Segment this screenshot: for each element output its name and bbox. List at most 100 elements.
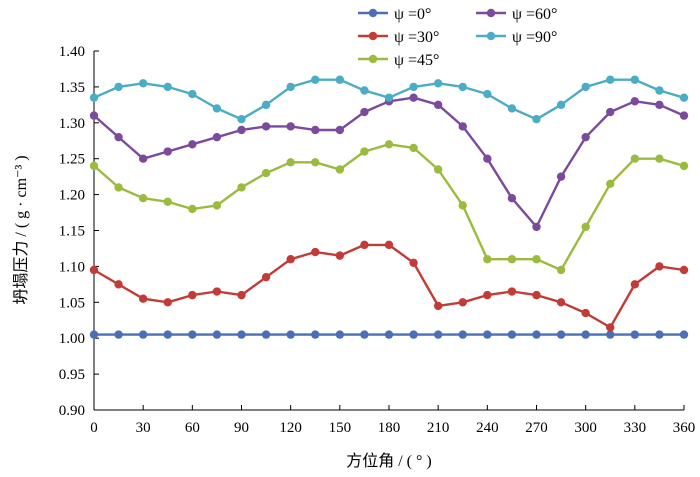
x-tick-label: 210 bbox=[427, 420, 450, 436]
data-point bbox=[360, 107, 369, 117]
data-point bbox=[360, 86, 369, 95]
data-point bbox=[433, 79, 443, 88]
y-axis-label: 坍塌压力 / ( g · cm⁻³ ) bbox=[12, 155, 30, 304]
data-point bbox=[409, 258, 418, 268]
data-point bbox=[286, 330, 295, 339]
legend-marker bbox=[368, 8, 378, 18]
x-tick-label: 60 bbox=[185, 420, 200, 436]
data-point bbox=[237, 183, 246, 192]
data-point bbox=[286, 82, 295, 92]
series-layer bbox=[89, 75, 689, 339]
data-point bbox=[89, 161, 99, 171]
data-point bbox=[237, 115, 246, 124]
data-point bbox=[384, 240, 394, 250]
data-point bbox=[606, 75, 615, 84]
data-point bbox=[655, 154, 664, 163]
data-point bbox=[114, 183, 123, 192]
legend-label: ψ =90° bbox=[512, 29, 557, 46]
data-point bbox=[360, 147, 369, 156]
data-point bbox=[212, 330, 222, 339]
data-point bbox=[433, 301, 443, 311]
data-point bbox=[483, 330, 492, 339]
legend-item: ψ =0° bbox=[358, 6, 431, 23]
legend-label: ψ =45° bbox=[394, 52, 439, 69]
series-3 bbox=[89, 93, 689, 232]
data-point bbox=[114, 82, 123, 92]
data-point bbox=[311, 75, 320, 84]
x-axis-label: 方位角 / ( ° ) bbox=[346, 452, 432, 470]
legend: ψ =0° ψ =30° ψ =45° ψ =60° ψ =90° bbox=[358, 6, 557, 69]
y-tick-label: 0.95 bbox=[59, 367, 85, 383]
data-point bbox=[483, 255, 492, 264]
data-point bbox=[138, 330, 148, 339]
data-point bbox=[384, 93, 394, 102]
data-point bbox=[581, 82, 590, 92]
data-point bbox=[311, 125, 320, 135]
data-point bbox=[679, 330, 689, 339]
data-point bbox=[138, 154, 148, 163]
data-point bbox=[655, 262, 664, 271]
data-point bbox=[89, 265, 99, 275]
data-point bbox=[556, 298, 566, 307]
data-point bbox=[360, 330, 369, 339]
data-point bbox=[335, 330, 345, 339]
legend-label: ψ =60° bbox=[512, 6, 557, 23]
series-2 bbox=[89, 140, 689, 275]
data-point bbox=[114, 330, 123, 339]
data-point bbox=[360, 240, 369, 250]
data-point bbox=[655, 86, 664, 95]
data-point bbox=[581, 308, 590, 318]
data-point bbox=[237, 290, 246, 300]
data-point bbox=[237, 330, 246, 339]
data-point bbox=[606, 330, 615, 339]
data-point bbox=[212, 201, 222, 210]
data-point bbox=[458, 201, 467, 210]
data-point bbox=[507, 255, 517, 264]
data-point bbox=[556, 330, 566, 339]
data-point bbox=[409, 143, 418, 153]
data-point bbox=[311, 158, 320, 167]
data-point bbox=[433, 330, 443, 339]
legend-label: ψ =30° bbox=[394, 29, 439, 46]
data-point bbox=[163, 330, 172, 339]
y-tick-label: 1.10 bbox=[59, 259, 85, 275]
y-axis-ticks: 0.90 0.95 1.00 1.05 1.10 1.15 1.20 1.25 1.30 1.35… bbox=[59, 44, 99, 419]
data-point bbox=[261, 330, 271, 339]
data-point bbox=[335, 125, 345, 135]
x-tick-label: 150 bbox=[329, 420, 352, 436]
data-point bbox=[630, 330, 640, 339]
data-point bbox=[311, 247, 320, 257]
data-point bbox=[286, 158, 295, 167]
data-point bbox=[458, 330, 467, 339]
data-point bbox=[630, 280, 640, 289]
x-tick-label: 240 bbox=[476, 420, 499, 436]
data-point bbox=[433, 100, 443, 110]
y-tick-label: 1.15 bbox=[59, 224, 85, 240]
data-point bbox=[188, 89, 197, 99]
data-point bbox=[483, 89, 492, 99]
data-point bbox=[581, 132, 590, 142]
y-tick-label: 1.20 bbox=[59, 188, 85, 204]
legend-marker bbox=[368, 31, 378, 41]
series-line bbox=[93, 243, 685, 329]
x-tick-label: 300 bbox=[574, 420, 597, 436]
data-point bbox=[138, 294, 148, 303]
data-point bbox=[384, 330, 394, 339]
data-point bbox=[556, 100, 566, 110]
data-point bbox=[409, 330, 418, 339]
data-point bbox=[630, 75, 640, 84]
legend-item: ψ =30° bbox=[358, 29, 439, 46]
data-point bbox=[581, 330, 590, 339]
y-tick-label: 1.40 bbox=[59, 44, 85, 60]
series-1 bbox=[89, 240, 689, 332]
data-point bbox=[261, 168, 271, 178]
data-point bbox=[458, 122, 467, 131]
data-point bbox=[507, 193, 517, 203]
data-point bbox=[384, 140, 394, 149]
plot-area: 0.90 0.95 1.00 1.05 1.10 1.15 1.20 1.25 1.30 1.35… bbox=[59, 44, 696, 436]
data-point bbox=[188, 140, 197, 149]
data-point bbox=[335, 251, 345, 260]
data-point bbox=[433, 165, 443, 174]
data-point bbox=[679, 93, 689, 102]
